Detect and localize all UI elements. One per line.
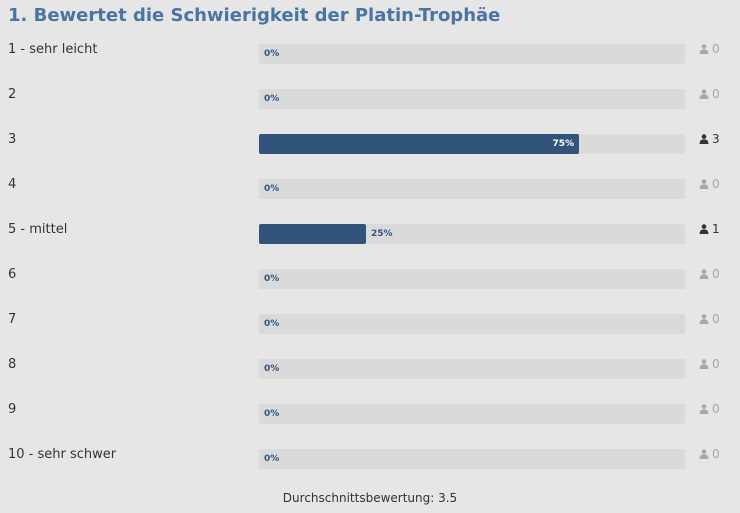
poll-option-vote-count: 0 xyxy=(699,177,720,191)
poll-option-percent: 75% xyxy=(552,139,574,149)
poll-option-row: 6 0% 0 xyxy=(0,262,740,307)
poll-option-bar-fill xyxy=(259,224,366,244)
poll-option-percent: 0% xyxy=(264,409,280,419)
poll-option-label: 7 xyxy=(8,312,17,327)
poll-option-vote-count: 1 xyxy=(699,222,720,236)
vote-count-number: 0 xyxy=(712,312,720,326)
user-icon xyxy=(699,44,709,54)
poll-option-percent: 0% xyxy=(264,454,280,464)
poll-option-percent: 0% xyxy=(264,184,280,194)
poll-option-bar-track: 25% xyxy=(259,224,685,244)
poll-option-vote-count: 0 xyxy=(699,447,720,461)
user-icon xyxy=(699,359,709,369)
user-icon xyxy=(699,269,709,279)
poll-option-bar-track: 0% xyxy=(259,314,685,334)
poll-option-label: 2 xyxy=(8,87,17,102)
poll-option-bar-track: 0% xyxy=(259,404,685,424)
poll-option-bar-fill xyxy=(259,134,579,154)
poll-option-row: 4 0% 0 xyxy=(0,172,740,217)
poll-option-percent: 25% xyxy=(371,229,393,239)
vote-count-number: 0 xyxy=(712,267,720,281)
poll-option-row: 8 0% 0 xyxy=(0,352,740,397)
vote-count-number: 1 xyxy=(712,222,720,236)
average-rating-label: Durchschnittsbewertung: xyxy=(282,491,435,505)
poll-option-percent: 0% xyxy=(264,364,280,374)
poll-option-label: 1 - sehr leicht xyxy=(8,42,98,57)
poll-option-row: 10 - sehr schwer 0% 0 xyxy=(0,442,740,487)
poll-option-percent: 0% xyxy=(264,274,280,284)
average-rating-value: 3.5 xyxy=(438,491,458,505)
user-icon xyxy=(699,89,709,99)
poll-option-percent: 0% xyxy=(264,319,280,329)
user-icon xyxy=(699,404,709,414)
poll-option-bar-track: 0% xyxy=(259,179,685,199)
poll-option-row: 1 - sehr leicht 0% 0 xyxy=(0,37,740,82)
poll-option-label: 3 xyxy=(8,132,17,147)
user-icon xyxy=(699,179,709,189)
user-icon xyxy=(699,449,709,459)
poll-option-percent: 0% xyxy=(264,49,280,59)
poll-results: 1 - sehr leicht 0% 0 2 0% 0 3 75% 3 4 0% 0 5 - mitte… xyxy=(0,37,740,487)
poll-option-vote-count: 0 xyxy=(699,312,720,326)
poll-option-row: 7 0% 0 xyxy=(0,307,740,352)
poll-option-percent: 0% xyxy=(264,94,280,104)
poll-option-vote-count: 0 xyxy=(699,402,720,416)
poll-option-bar-track: 75% xyxy=(259,134,685,154)
vote-count-number: 0 xyxy=(712,357,720,371)
user-icon xyxy=(699,224,709,234)
poll-option-row: 3 75% 3 xyxy=(0,127,740,172)
vote-count-number: 0 xyxy=(712,402,720,416)
vote-count-number: 3 xyxy=(712,132,720,146)
poll-option-vote-count: 0 xyxy=(699,42,720,56)
vote-count-number: 0 xyxy=(712,87,720,101)
poll-option-vote-count: 0 xyxy=(699,87,720,101)
poll-option-label: 5 - mittel xyxy=(8,222,68,237)
poll-option-label: 8 xyxy=(8,357,17,372)
vote-count-number: 0 xyxy=(712,177,720,191)
poll-title: 1. Bewertet die Schwierigkeit der Platin… xyxy=(8,5,501,26)
vote-count-number: 0 xyxy=(712,447,720,461)
poll-option-row: 2 0% 0 xyxy=(0,82,740,127)
poll-option-row: 5 - mittel 25% 1 xyxy=(0,217,740,262)
poll-option-bar-track: 0% xyxy=(259,89,685,109)
poll-option-bar-track: 0% xyxy=(259,269,685,289)
vote-count-number: 0 xyxy=(712,42,720,56)
poll-option-label: 6 xyxy=(8,267,17,282)
user-icon xyxy=(699,314,709,324)
poll-option-vote-count: 0 xyxy=(699,357,720,371)
poll-option-row: 9 0% 0 xyxy=(0,397,740,442)
poll-option-bar-track: 0% xyxy=(259,359,685,379)
poll-option-vote-count: 3 xyxy=(699,132,720,146)
poll-option-label: 9 xyxy=(8,402,17,417)
poll-option-bar-track: 0% xyxy=(259,44,685,64)
poll-option-label: 4 xyxy=(8,177,17,192)
poll-option-label: 10 - sehr schwer xyxy=(8,447,117,462)
poll-option-vote-count: 0 xyxy=(699,267,720,281)
poll-option-bar-track: 0% xyxy=(259,449,685,469)
average-rating: Durchschnittsbewertung: 3.5 xyxy=(0,491,740,505)
user-icon xyxy=(699,134,709,144)
